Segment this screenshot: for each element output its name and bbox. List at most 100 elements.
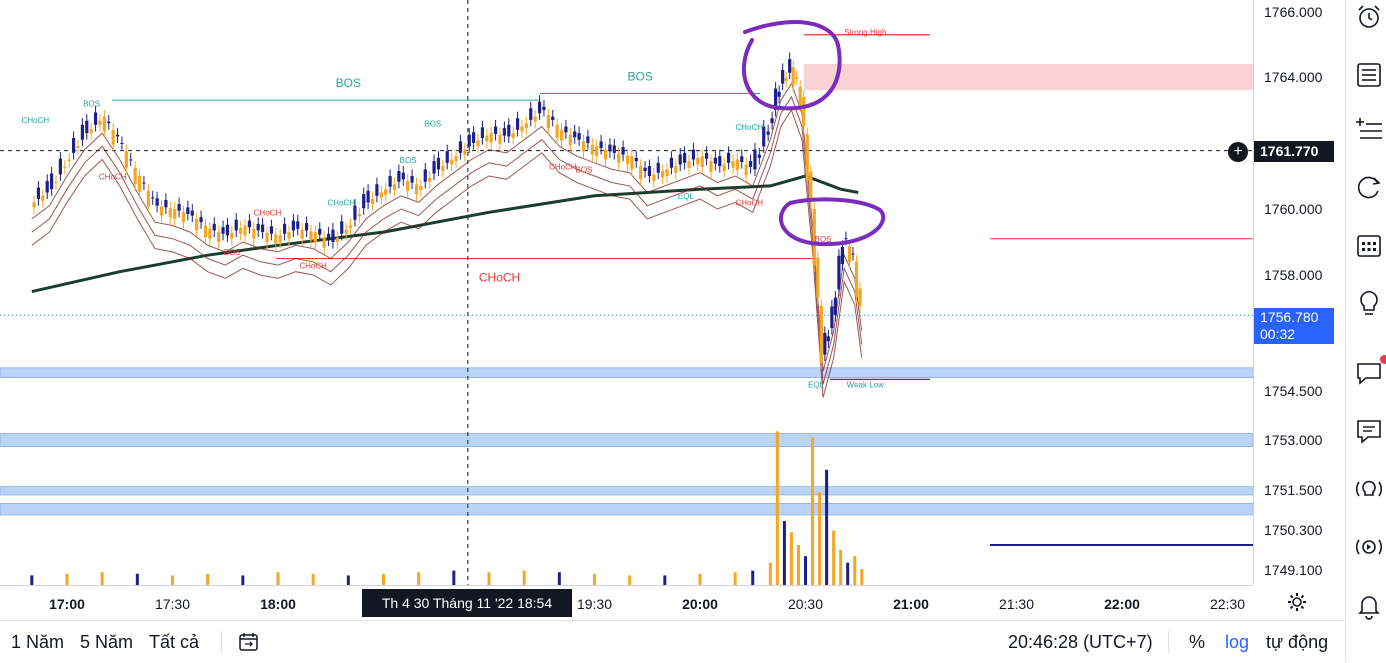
price-tick-label: 1751.500 — [1264, 482, 1323, 498]
candle — [419, 185, 423, 191]
range-all-button[interactable]: Tất cả — [149, 632, 200, 652]
volume-bar — [382, 573, 385, 585]
price-tick-label: 1758.000 — [1264, 267, 1323, 283]
time-axis[interactable]: 17:0017:3018:0018:3019:0019:3020:0020:30… — [0, 585, 1253, 621]
log-scale-toggle[interactable]: log — [1225, 632, 1250, 652]
candle — [621, 147, 625, 155]
candle — [805, 134, 809, 180]
candle — [564, 126, 568, 133]
candle — [652, 174, 656, 181]
volume-bar — [782, 521, 786, 585]
candle — [833, 297, 837, 315]
bell-icon[interactable] — [1354, 590, 1384, 620]
watchlist-icon[interactable] — [1354, 60, 1384, 90]
candle — [76, 146, 80, 148]
live-play-icon[interactable] — [1354, 532, 1384, 562]
timezone-clock[interactable]: 20:46:28 (UTC+7) — [1008, 632, 1153, 652]
strong-high-supply-zone — [804, 64, 1253, 91]
lightbulb-icon[interactable] — [1354, 288, 1384, 318]
range-1-year-button[interactable]: 1 Năm — [11, 632, 65, 652]
highlight-circle-top — [742, 20, 842, 111]
volume-bar — [557, 572, 561, 585]
candle — [410, 176, 414, 183]
ideas-stream-icon[interactable] — [1354, 474, 1384, 504]
moving-average-ribbon — [31, 95, 863, 385]
candle — [428, 177, 432, 182]
volume-bar — [487, 572, 491, 585]
candle — [722, 164, 726, 172]
calendar-range-icon[interactable] — [238, 631, 260, 653]
candle — [309, 231, 313, 241]
auto-scale-toggle[interactable]: tự động — [1266, 632, 1329, 652]
candle — [252, 228, 256, 239]
candle — [608, 144, 612, 152]
candle — [173, 209, 177, 219]
candle — [819, 305, 823, 363]
candle — [217, 232, 221, 242]
annotation-label: CHoCH — [479, 271, 520, 285]
candle — [643, 167, 647, 172]
bar-countdown: 00:32 — [1260, 326, 1296, 342]
volume-bar — [346, 575, 350, 585]
candle — [546, 114, 550, 129]
volume-bar — [796, 545, 800, 585]
candle — [555, 124, 559, 139]
candle — [816, 257, 820, 298]
volume-bar — [522, 570, 526, 585]
candle — [199, 217, 203, 223]
time-tick-label: 19:30 — [577, 596, 612, 612]
volume-bar — [804, 556, 807, 585]
calendar-icon[interactable] — [1354, 230, 1384, 260]
candle — [133, 167, 137, 185]
candle — [304, 223, 309, 231]
candle — [840, 246, 845, 264]
range-5-years-button[interactable]: 5 Năm — [80, 632, 134, 652]
candle — [493, 126, 498, 134]
candle — [335, 237, 339, 242]
volume-bar — [417, 572, 421, 585]
candle — [467, 134, 471, 147]
percent-scale-toggle[interactable]: % — [1189, 632, 1206, 652]
candle — [634, 157, 638, 162]
candle — [480, 127, 485, 139]
toolbar-divider — [1168, 631, 1169, 653]
price-tick-label: 1766.000 — [1264, 4, 1323, 20]
candle — [847, 246, 852, 263]
moving-average-ribbon — [31, 82, 863, 372]
candle — [854, 261, 859, 297]
alarm-clock-icon[interactable] — [1354, 2, 1384, 32]
candle — [485, 135, 489, 142]
time-tick-label: 22:30 — [1210, 596, 1245, 612]
candle — [450, 159, 454, 165]
candle — [441, 166, 445, 172]
notes-icon[interactable] — [1354, 416, 1384, 446]
candle — [41, 195, 45, 201]
candle — [146, 190, 150, 207]
time-tick-label: 22:00 — [1104, 596, 1140, 612]
candle — [784, 78, 788, 81]
price-tick-label: 1749.100 — [1264, 562, 1323, 578]
gear-icon[interactable] — [1287, 592, 1307, 612]
candle — [757, 154, 761, 158]
candle — [45, 180, 49, 193]
candle — [177, 204, 181, 211]
chat-icon[interactable] — [1354, 358, 1384, 388]
candle — [230, 232, 234, 239]
candle — [791, 67, 795, 86]
price-axis-labels: 1766.000 1764.000 1760.000 1758.000 1754.500… — [1264, 4, 1323, 578]
candle — [774, 88, 778, 110]
chart-pane[interactable]: BOS BOS BOS BOS BOS BOS BOS BOS CHoCH CHoCH CHoCH C… — [0, 0, 1253, 585]
candle — [265, 232, 269, 242]
add-list-icon[interactable] — [1354, 116, 1384, 146]
price-chart[interactable]: BOS BOSBOSBOSBOSBOSBOSBOSCHoCHCHoCHCHoCHC… — [0, 0, 1253, 585]
price-axis[interactable]: 1766.000 1764.000 1760.000 1758.000 1754.500… — [1253, 0, 1346, 585]
refresh-icon[interactable] — [1354, 172, 1384, 202]
time-tick-label: 20:30 — [788, 596, 823, 612]
add-alert-plus-icon[interactable]: + — [1228, 142, 1248, 162]
candle — [661, 171, 665, 178]
candle — [313, 232, 317, 243]
volume-bar — [100, 572, 104, 585]
candle — [826, 336, 830, 342]
volume-bar — [818, 492, 822, 585]
candle — [851, 253, 855, 255]
